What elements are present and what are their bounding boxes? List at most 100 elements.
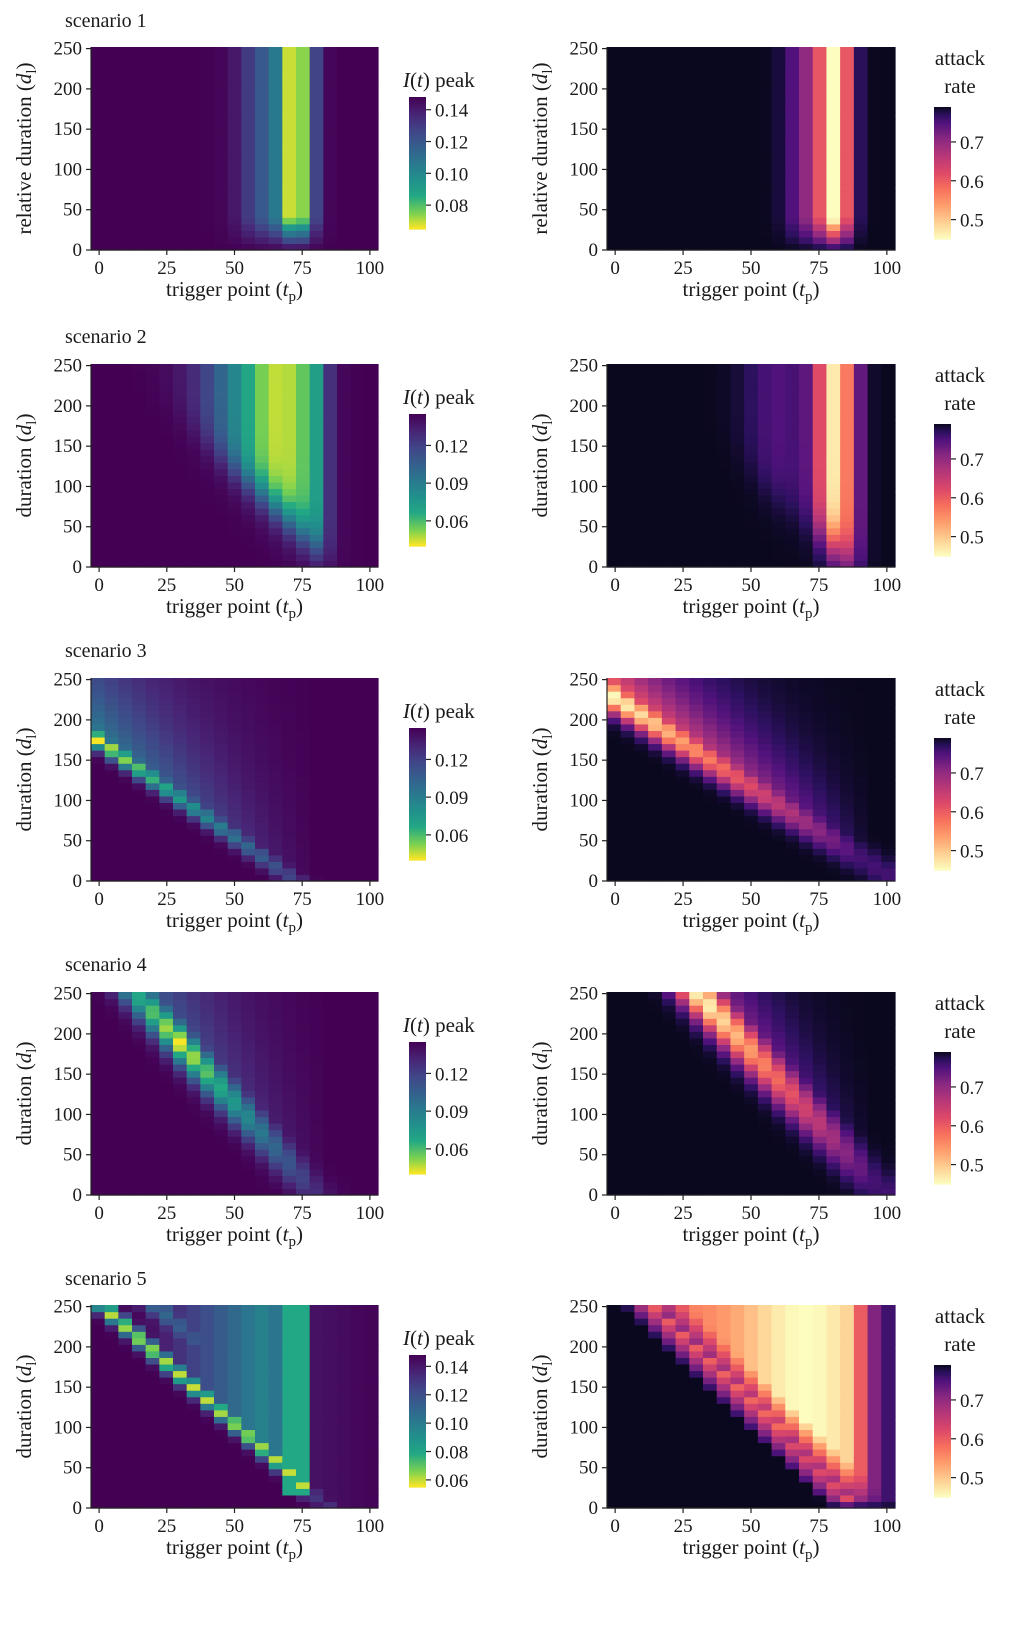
heatmap-cell [771,436,786,444]
heatmap-cell [241,145,256,153]
heatmap-cell [364,86,379,94]
heatmap-cell [703,736,718,745]
heatmap-cell [744,112,759,120]
heatmap-cell [268,1064,283,1072]
heatmap-cell [214,455,229,463]
heatmap-cell [200,494,215,503]
heatmap-cell [214,1005,229,1013]
heatmap-cell [620,521,636,529]
heatmap-cell [241,553,256,562]
heatmap-cell [91,370,106,378]
heatmap-cell [350,475,365,483]
heatmap-cell [323,422,338,431]
heatmap-cell [785,191,800,199]
heatmap-cell [173,236,188,245]
heatmap-cell [118,184,133,192]
heatmap-cell [785,197,800,205]
heatmap-cell [364,409,379,417]
y-tick-label: 200 [570,396,599,417]
heatmap-cell [255,409,270,417]
heatmap-cell [91,1168,106,1176]
heatmap-cell [104,1149,119,1157]
heatmap-cell [607,145,622,153]
colorbar-band [409,442,426,446]
heatmap-cell [730,112,745,120]
heatmap-cell [867,710,882,718]
colorbar-band [409,121,426,124]
heatmap-cell [350,789,365,797]
heatmap-cell [812,164,828,173]
heatmap-cell [716,429,732,437]
heatmap-cell [282,409,297,417]
heatmap-cell [186,1122,201,1131]
heatmap-cell [255,1044,270,1052]
heatmap-cell [323,828,338,836]
heatmap-cell [661,436,677,444]
heatmap-cell [799,191,814,199]
heatmap-cell [675,560,690,568]
heatmap-cell [91,723,106,731]
colorbar-band [934,738,951,741]
heatmap-cell [716,769,732,777]
heatmap-cell [214,66,229,74]
heatmap-cell [91,1181,106,1190]
heatmap-cell [689,494,704,503]
heatmap-cell [104,540,119,548]
heatmap-cell [853,521,869,529]
heatmap-cell [309,854,324,862]
heatmap-cell [132,1050,147,1059]
heatmap-cell [214,1024,229,1032]
heatmap-cell [118,217,133,225]
heatmap-cell [607,514,622,522]
heatmap-cell [703,697,718,705]
heatmap-cell [145,678,160,686]
heatmap-cell [323,736,338,745]
heatmap-cell [757,782,773,790]
heatmap-cell [661,171,677,179]
heatmap-cell [648,710,663,718]
colorbar-tick-label: 0.09 [435,788,468,809]
heatmap-cell [867,138,882,146]
heatmap-cell [309,377,324,385]
heatmap-cell [132,377,147,385]
heatmap-cell [118,848,133,856]
heatmap-cell [607,815,622,823]
heatmap-cell [227,191,242,199]
heatmap-cell [867,540,882,548]
heatmap-cell [296,429,311,437]
heatmap-cell [145,436,160,444]
y-tick-label: 250 [570,356,599,377]
heatmap-cell [881,815,896,823]
heatmap-cell [296,416,311,424]
heatmap-cell [159,815,174,823]
heatmap-cell [145,462,160,470]
heatmap-cell [309,1083,324,1091]
heatmap-cell [132,717,147,725]
heatmap-cell [799,697,814,705]
heatmap-cell [364,403,379,411]
heatmap-cell [296,1181,311,1190]
heatmap-cell [757,697,773,705]
heatmap-cell [214,197,229,205]
heatmap-cell [648,861,663,869]
heatmap-cell [104,782,119,790]
heatmap-cell [744,723,759,731]
heatmap-cell [826,527,841,535]
heatmap-cell [350,429,365,437]
heatmap-cell [323,750,338,758]
heatmap-cell [350,370,365,378]
heatmap-cell [309,822,324,830]
heatmap-cell [159,1155,174,1163]
heatmap-cell [364,119,379,127]
heatmap-cell [607,422,622,431]
heatmap-cell [730,475,745,483]
heatmap-cell [634,704,649,712]
heatmap-cell [337,125,352,133]
heatmap-cell [689,828,704,836]
heatmap-cell [716,151,732,159]
colorbar-band [409,482,426,485]
x-tick-label: 75 [293,258,312,279]
heatmap-cell [840,236,855,245]
heatmap-cell [867,769,882,777]
heatmap-cell [255,151,270,159]
